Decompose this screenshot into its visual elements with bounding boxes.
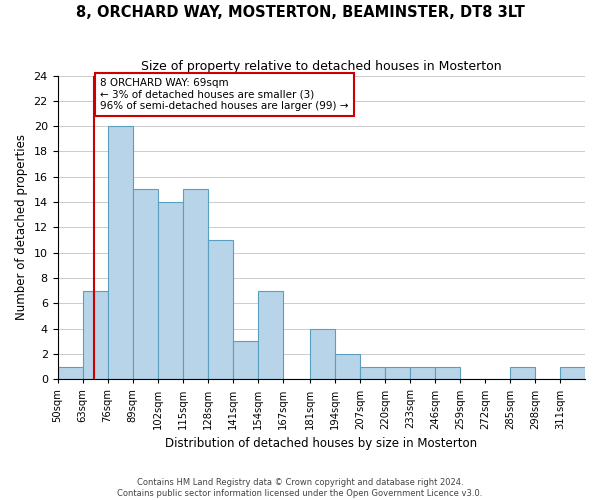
X-axis label: Distribution of detached houses by size in Mosterton: Distribution of detached houses by size …	[165, 437, 478, 450]
Bar	[233, 342, 258, 380]
Bar	[310, 328, 335, 380]
Bar	[385, 366, 410, 380]
Bar	[182, 190, 208, 380]
Text: 8 ORCHARD WAY: 69sqm
← 3% of detached houses are smaller (3)
96% of semi-detache: 8 ORCHARD WAY: 69sqm ← 3% of detached ho…	[100, 78, 349, 111]
Bar	[510, 366, 535, 380]
Bar	[107, 126, 133, 380]
Bar	[410, 366, 435, 380]
Text: 8, ORCHARD WAY, MOSTERTON, BEAMINSTER, DT8 3LT: 8, ORCHARD WAY, MOSTERTON, BEAMINSTER, D…	[76, 5, 524, 20]
Bar	[58, 366, 83, 380]
Bar	[83, 290, 107, 380]
Bar	[158, 202, 182, 380]
Text: Contains HM Land Registry data © Crown copyright and database right 2024.
Contai: Contains HM Land Registry data © Crown c…	[118, 478, 482, 498]
Bar	[258, 290, 283, 380]
Bar	[360, 366, 385, 380]
Title: Size of property relative to detached houses in Mosterton: Size of property relative to detached ho…	[141, 60, 502, 73]
Bar	[560, 366, 585, 380]
Bar	[133, 190, 158, 380]
Bar	[208, 240, 233, 380]
Bar	[335, 354, 360, 380]
Bar	[435, 366, 460, 380]
Y-axis label: Number of detached properties: Number of detached properties	[15, 134, 28, 320]
